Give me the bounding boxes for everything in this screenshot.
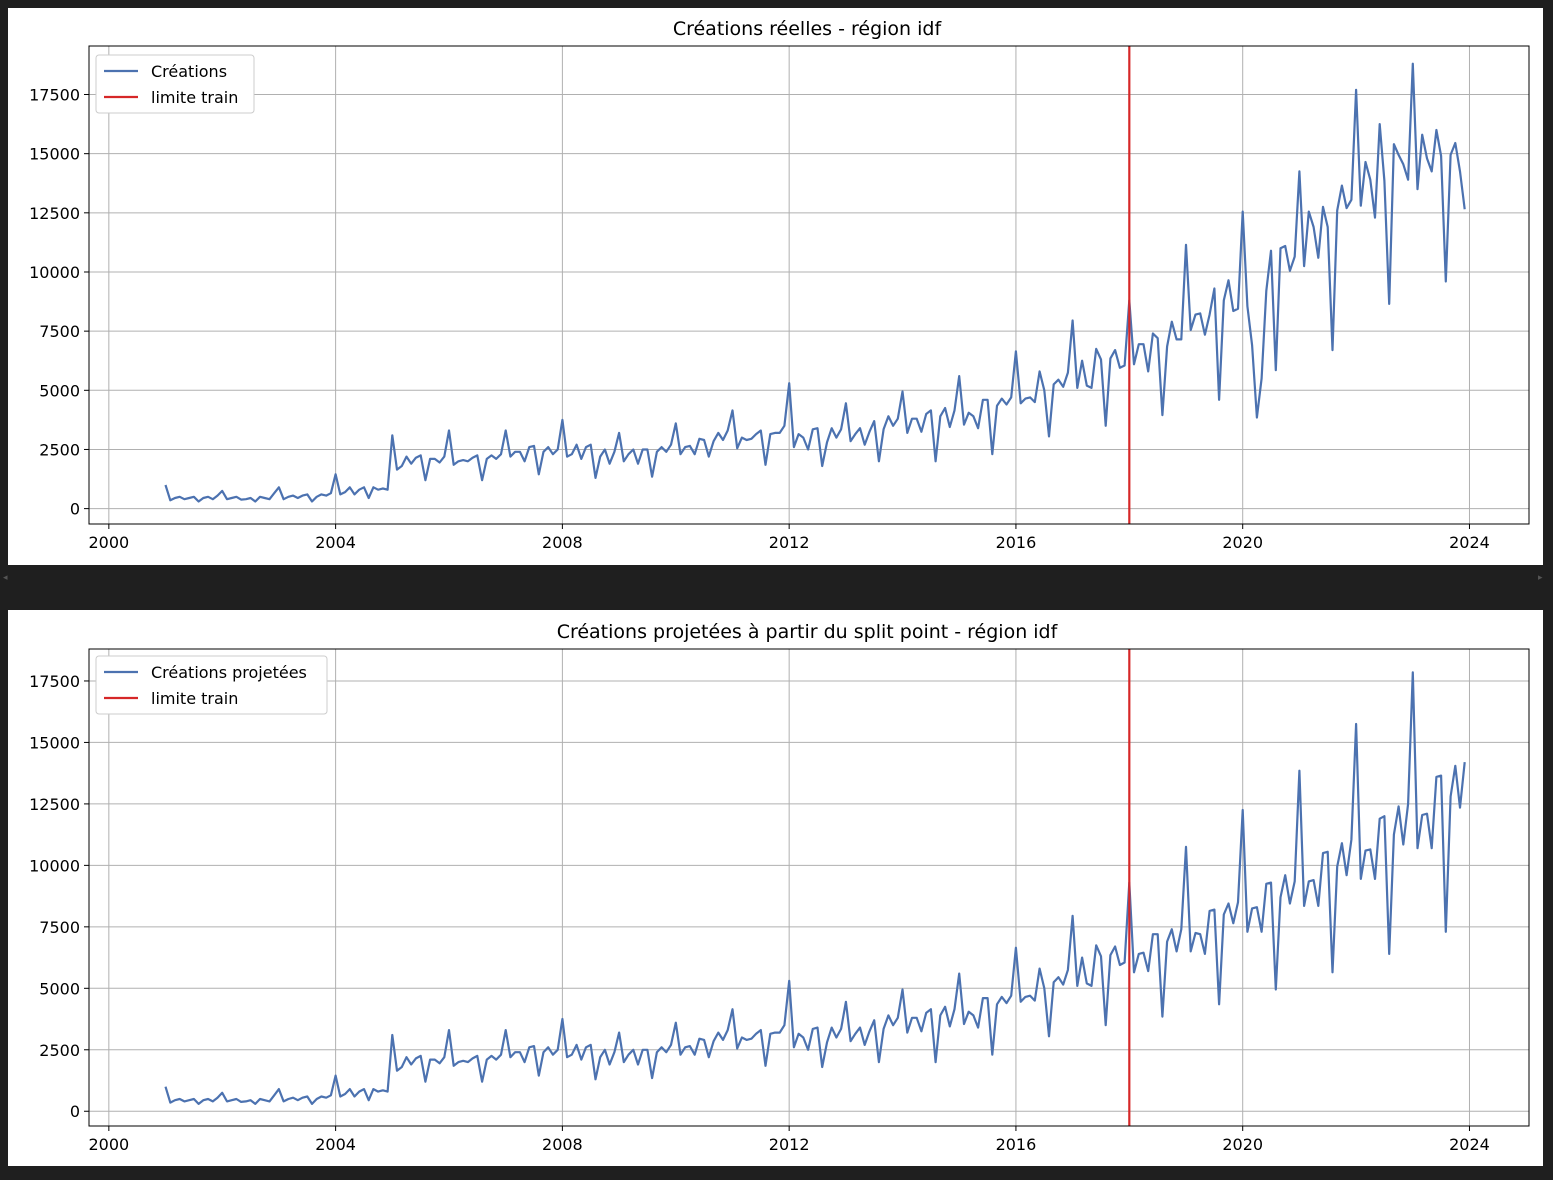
y-tick-label: 17500 (29, 86, 80, 105)
x-tick-label: 2016 (996, 533, 1037, 552)
x-tick-label: 2000 (88, 1135, 129, 1154)
y-tick-label: 12500 (29, 795, 80, 814)
y-tick-label: 10000 (29, 263, 80, 282)
chart-2: Créations projetées à partir du split po… (29, 621, 1530, 1154)
chart-panel-1: Créations réelles - région idf 2000 2004 2… (8, 8, 1543, 565)
legend-label-vline: limite train (151, 689, 238, 708)
y-tick-label: 15000 (29, 733, 80, 752)
series-line (164, 671, 1466, 1105)
y-tick-label: 0 (70, 1102, 80, 1121)
x-tick-label: 2020 (1222, 1135, 1263, 1154)
x-tick-label: 2020 (1222, 533, 1263, 552)
x-tick-label: 2012 (769, 1135, 810, 1154)
x-tick-label: 2004 (315, 1135, 356, 1154)
y-tick-label: 12500 (29, 204, 80, 223)
y-tick-label: 2500 (39, 1041, 80, 1060)
y-tick-label: 5000 (39, 979, 80, 998)
chart-1: Créations réelles - région idf 2000 2004 2… (29, 18, 1530, 552)
x-tick-label: 2024 (1449, 533, 1490, 552)
y-tick-label: 10000 (29, 856, 80, 875)
x-tick-label: 2024 (1449, 1135, 1490, 1154)
x-tick-label: 2008 (542, 1135, 583, 1154)
x-tick-label: 2012 (769, 533, 810, 552)
x-tick-label: 2000 (88, 533, 129, 552)
scroll-right-arrow-icon[interactable]: ▸ (1538, 573, 1543, 583)
y-tick-label: 2500 (39, 440, 80, 459)
scroll-left-arrow-icon[interactable]: ◂ (3, 573, 8, 583)
y-tick-label: 17500 (29, 672, 80, 691)
plot-frame (88, 45, 1530, 525)
x-tick-label: 2016 (996, 1135, 1037, 1154)
legend: Créations projetées limite train (95, 655, 328, 715)
y-tick-label: 5000 (39, 381, 80, 400)
chart-panel-2: Créations projetées à partir du split po… (8, 610, 1543, 1166)
legend-label-vline: limite train (151, 88, 238, 107)
legend-box (95, 655, 328, 715)
y-tick-label: 7500 (39, 322, 80, 341)
legend-label-series: Créations (151, 62, 227, 81)
chart-title: Créations projetées à partir du split po… (557, 621, 1059, 643)
y-tick-label: 15000 (29, 145, 80, 164)
x-tick-label: 2008 (542, 533, 583, 552)
x-tick-label: 2004 (315, 533, 356, 552)
y-tick-label: 7500 (39, 918, 80, 937)
plot-frame (88, 648, 1530, 1127)
legend-box (95, 54, 255, 114)
chart-title: Créations réelles - région idf (673, 18, 943, 40)
legend: Créations limite train (95, 54, 255, 114)
y-tick-label: 0 (70, 500, 80, 519)
legend-label-series: Créations projetées (151, 663, 307, 682)
series-line (164, 62, 1466, 503)
